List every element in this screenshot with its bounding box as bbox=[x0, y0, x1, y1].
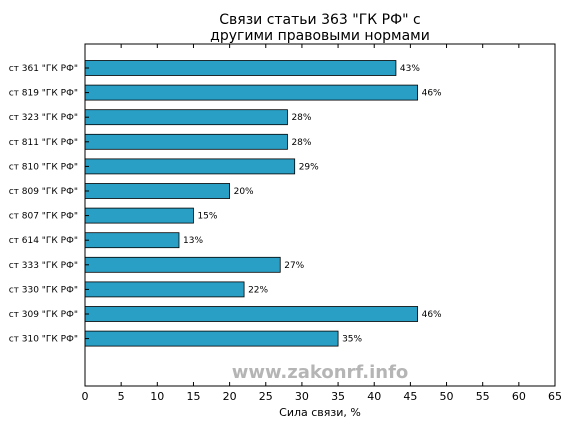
bar bbox=[84, 207, 194, 224]
chart-title-line-2: другими правовыми нормами bbox=[210, 28, 430, 44]
x-tick-label: 20 bbox=[223, 390, 237, 403]
bar bbox=[84, 330, 339, 347]
x-tick-label: 50 bbox=[440, 390, 454, 403]
x-tick-label: 35 bbox=[331, 390, 345, 403]
x-tick-label: 15 bbox=[186, 390, 200, 403]
category-label: ст 330 "ГК РФ" bbox=[9, 285, 78, 295]
category-label: ст 819 "ГК РФ" bbox=[9, 89, 78, 99]
x-tick-label: 25 bbox=[259, 390, 273, 403]
data-label: 13% bbox=[183, 236, 203, 246]
data-label: 46% bbox=[422, 89, 442, 99]
category-label: ст 811 "ГК РФ" bbox=[9, 138, 78, 148]
category-label: ст 809 "ГК РФ" bbox=[9, 187, 78, 197]
data-label: 22% bbox=[248, 285, 268, 295]
category-label: ст 810 "ГК РФ" bbox=[9, 162, 78, 172]
data-label: 29% bbox=[299, 162, 319, 172]
bar bbox=[84, 158, 296, 175]
x-tick-label: 5 bbox=[118, 390, 125, 403]
category-label: ст 333 "ГК РФ" bbox=[9, 261, 78, 271]
bar bbox=[84, 183, 231, 199]
bar bbox=[84, 109, 288, 126]
bar bbox=[84, 281, 245, 298]
category-label: ст 807 "ГК РФ" bbox=[9, 212, 78, 222]
x-tick-label: 0 bbox=[82, 390, 89, 403]
bar bbox=[84, 232, 180, 249]
bar bbox=[84, 306, 419, 322]
x-tick-label: 45 bbox=[403, 390, 417, 403]
data-label: 20% bbox=[234, 187, 254, 197]
x-tick-label: 40 bbox=[367, 390, 381, 403]
watermark: www.zakonrf.info bbox=[232, 362, 409, 383]
bar bbox=[84, 60, 397, 76]
x-tick-label: 60 bbox=[512, 390, 526, 403]
bar bbox=[84, 133, 288, 150]
category-label: ст 323 "ГК РФ" bbox=[9, 113, 78, 123]
plot-frame bbox=[84, 43, 556, 387]
x-axis: 0 5 10 15 20 25 30 35 40 45 50 55 60 65 bbox=[82, 44, 562, 403]
data-label: 46% bbox=[422, 310, 442, 320]
data-label: 35% bbox=[342, 335, 362, 345]
category-label: ст 309 "ГК РФ" bbox=[9, 310, 78, 320]
x-tick-label: 30 bbox=[295, 390, 309, 403]
x-axis-label: Сила связи, % bbox=[279, 406, 361, 419]
bar bbox=[84, 256, 281, 273]
x-tick-label: 65 bbox=[548, 390, 562, 403]
category-label: ст 361 "ГК РФ" bbox=[9, 64, 78, 74]
data-label: 15% bbox=[197, 212, 217, 222]
data-label: 28% bbox=[291, 113, 311, 123]
chart-title-line-1: Связи статьи 363 "ГК РФ" с bbox=[219, 12, 420, 28]
category-label: ст 614 "ГК РФ" bbox=[9, 236, 78, 246]
category-label: ст 310 "ГК РФ" bbox=[9, 335, 78, 345]
bars-group: ст 361 "ГК РФ" 43% ст 819 "ГК РФ" 46% ст 323… bbox=[9, 60, 442, 347]
data-label: 43% bbox=[400, 64, 420, 74]
x-tick-label: 55 bbox=[476, 390, 490, 403]
x-tick-label: 10 bbox=[150, 390, 164, 403]
bar bbox=[84, 84, 419, 101]
data-label: 27% bbox=[284, 261, 304, 271]
data-label: 28% bbox=[291, 138, 311, 148]
